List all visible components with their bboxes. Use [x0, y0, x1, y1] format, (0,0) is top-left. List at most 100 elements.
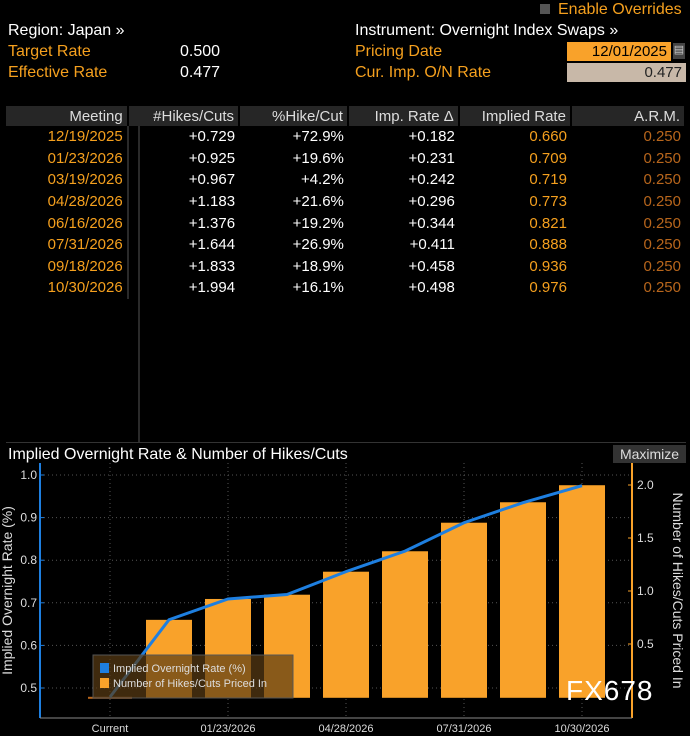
x-tick-label: 10/30/2026 [554, 723, 609, 735]
table-cell: +18.9% [292, 257, 344, 275]
table-row[interactable]: 12/19/2025 +0.729 +72.9% +0.182 0.660 0.250 [6, 126, 685, 148]
table-cell: 0.936 [529, 257, 567, 275]
instrument-selector[interactable]: Instrument: Overnight Index Swaps » [355, 22, 619, 39]
table-cell: 0.250 [643, 236, 681, 254]
implied-rate-line [108, 484, 583, 698]
table-row[interactable]: 07/31/2026 +1.644 +26.9% +0.411 0.888 0.250 [6, 233, 685, 256]
column-header[interactable]: A.R.M. [570, 106, 687, 126]
table-cell: 0.888 [529, 236, 567, 254]
y2-tick-label: 2.0 [637, 478, 654, 492]
table-cell: 07/31/2026 [6, 233, 129, 256]
table-cell: +4.2% [300, 171, 344, 189]
bar [441, 522, 487, 698]
y-tick-label: 0.6 [20, 638, 37, 652]
x-tick-label: 04/28/2026 [318, 723, 373, 735]
table-cell: 0.250 [643, 214, 681, 232]
table-cell: 06/16/2026 [6, 212, 129, 234]
y-tick-label: 0.5 [20, 681, 37, 695]
y2-axis-label: Number of Hikes/Cuts Priced In [670, 492, 686, 688]
column-header[interactable]: %Hike/Cut [239, 106, 349, 126]
table-cell: +1.376 [188, 214, 236, 232]
x-tick-label: Current [92, 723, 129, 735]
cur-imp-rate-input[interactable]: 0.477 [567, 63, 686, 82]
table-cell: 0.709 [529, 149, 567, 167]
table-cell: 12/19/2025 [6, 126, 129, 148]
table-cell: +0.411 [409, 236, 455, 254]
table-cell: +26.9% [292, 236, 344, 254]
table-row[interactable]: 09/18/2026 +1.833 +18.9% +0.458 0.936 0.250 [6, 255, 685, 278]
enable-overrides-label[interactable]: Enable Overrides [558, 1, 682, 18]
table-cell: 0.250 [643, 193, 681, 211]
table-cell: 0.976 [529, 279, 567, 297]
target-rate-value: 0.500 [180, 43, 221, 60]
table-cell: 0.250 [643, 128, 681, 146]
table-cell: 0.821 [529, 214, 567, 232]
y2-tick-label: 1.5 [637, 531, 654, 545]
table-cell: +19.6% [292, 149, 344, 167]
table-cell: +0.967 [188, 171, 236, 189]
table-cell: +1.183 [188, 193, 236, 211]
y-tick-label: 1.0 [20, 468, 37, 482]
bar [559, 485, 605, 698]
table-row[interactable]: 03/19/2026 +0.967 +4.2% +0.242 0.719 0.250 [6, 169, 685, 191]
region-selector[interactable]: Region: Japan » [8, 22, 125, 39]
column-divider [138, 126, 140, 442]
x-tick-label: 07/31/2026 [436, 723, 491, 735]
table-cell: +0.182 [408, 128, 455, 146]
column-header[interactable]: #Hikes/Cuts [127, 106, 241, 126]
y-axis-label: Implied Overnight Rate (%) [0, 506, 15, 675]
table-cell: 10/30/2026 [6, 277, 129, 299]
table-cell: +0.498 [408, 279, 455, 297]
cur-imp-rate-label: Cur. Imp. O/N Rate [355, 64, 492, 81]
table-cell: +72.9% [292, 128, 344, 146]
y2-tick-label: 0.5 [637, 637, 654, 651]
table-row[interactable]: 10/30/2026 +1.994 +16.1% +0.498 0.976 0.250 [6, 277, 685, 299]
table-row[interactable]: 01/23/2026 +0.925 +19.6% +0.231 0.709 0.250 [6, 147, 685, 170]
table-cell: 0.660 [529, 128, 567, 146]
table-cell: 0.250 [643, 257, 681, 275]
column-header[interactable]: Meeting [6, 106, 129, 126]
target-rate-label: Target Rate [8, 43, 91, 60]
legend: Implied Overnight Rate (%) Number of Hike… [92, 654, 294, 699]
pricing-date-label: Pricing Date [355, 43, 443, 60]
effective-rate-value: 0.477 [180, 64, 221, 81]
table-cell: 0.250 [643, 279, 681, 297]
table-cell: +0.344 [408, 214, 455, 232]
watermark: FX678 [566, 675, 654, 706]
legend-label: Number of Hikes/Cuts Priced In [113, 678, 267, 690]
legend-box [92, 654, 294, 699]
column-header[interactable]: Implied Rate [458, 106, 572, 126]
table-row[interactable]: 06/16/2026 +1.376 +19.2% +0.344 0.821 0.250 [6, 212, 685, 234]
y-tick-label: 0.8 [20, 553, 37, 567]
table-cell: +0.925 [188, 149, 236, 167]
table-cell: 0.773 [529, 193, 567, 211]
table-cell: 0.719 [529, 171, 567, 189]
meetings-table-area [6, 106, 686, 443]
table-cell: 03/19/2026 [6, 169, 129, 191]
implied-rate-chart: 0.5 0.6 0.7 0.8 0.9 1.0 0.5 1.0 1.5 2.0 Current 01/… [0, 463, 686, 735]
legend-label: Implied Overnight Rate (%) [113, 663, 246, 675]
table-cell: 0.250 [643, 171, 681, 189]
effective-rate-label: Effective Rate [8, 64, 108, 81]
y-tick-label: 0.7 [20, 596, 37, 610]
table-cell: +19.2% [292, 214, 344, 232]
table-cell: +1.833 [188, 257, 236, 275]
table-cell: +0.231 [408, 149, 455, 167]
table-cell: +0.242 [408, 171, 455, 189]
column-header[interactable]: Imp. Rate Δ [347, 106, 460, 126]
table-cell: 04/28/2026 [6, 190, 129, 213]
x-tick-label: 01/23/2026 [200, 723, 255, 735]
table-cell: 0.250 [643, 149, 681, 167]
table-cell: +16.1% [292, 279, 344, 297]
bar [323, 571, 369, 698]
table-cell: +1.994 [188, 279, 236, 297]
enable-overrides-checkbox[interactable] [540, 4, 550, 14]
table-cell: +21.6% [292, 193, 344, 211]
maximize-button[interactable]: Maximize [613, 445, 686, 463]
legend-swatch [100, 678, 109, 688]
table-row[interactable]: 04/28/2026 +1.183 +21.6% +0.296 0.773 0.250 [6, 190, 685, 213]
pricing-date-input[interactable]: 12/01/2025 [567, 42, 671, 61]
table-cell: 09/18/2026 [6, 255, 129, 278]
table-cell: +0.729 [188, 128, 236, 146]
calendar-icon[interactable]: ▤ [673, 43, 685, 59]
